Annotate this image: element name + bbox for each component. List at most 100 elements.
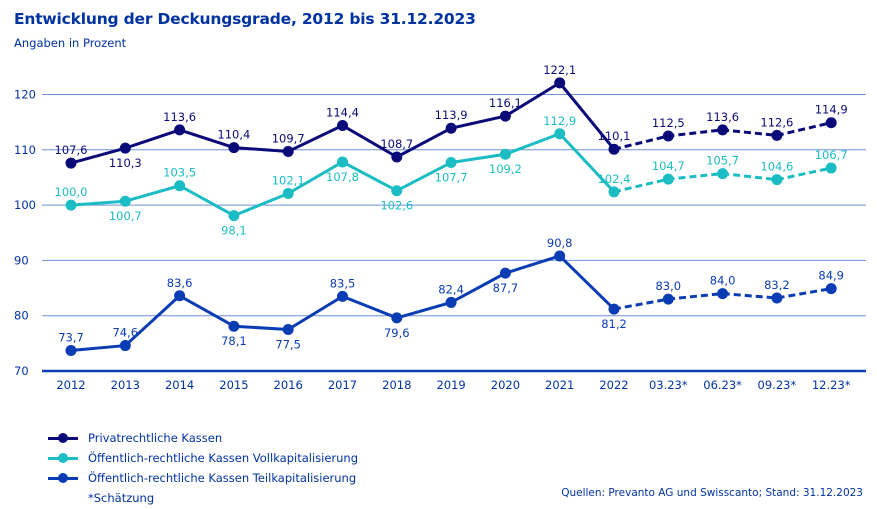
data-point: [337, 290, 348, 302]
data-point: [717, 124, 729, 136]
data-label: 90,8: [547, 236, 573, 250]
data-point: [337, 156, 348, 168]
x-tick-label: 2021: [545, 378, 574, 392]
x-tick-label: 2017: [328, 378, 357, 392]
data-label: 114,9: [815, 103, 848, 117]
x-tick-label: 2016: [274, 378, 303, 392]
data-label: 87,7: [493, 281, 519, 295]
data-label: 122,1: [543, 63, 576, 77]
data-label: 83,2: [764, 278, 790, 292]
line-chart: 70 80 90 100 110 120 2012 2013 2014 2015 2016 2017…: [14, 63, 866, 392]
data-point: [554, 77, 566, 89]
data-label: 105,7: [706, 154, 739, 168]
data-point: [174, 180, 186, 192]
data-label: 79,6: [384, 326, 410, 340]
x-tick-label: 2014: [165, 378, 194, 392]
data-point: [282, 187, 294, 199]
data-label: 106,7: [815, 148, 848, 162]
gridlines: [42, 94, 866, 373]
data-label: 102,6: [380, 199, 413, 213]
data-label: 113,6: [163, 110, 196, 124]
data-label: 100,7: [109, 209, 142, 223]
data-label: 110,3: [109, 156, 142, 170]
data-point: [228, 210, 240, 222]
data-label: 102,4: [598, 172, 631, 186]
data-point: [717, 288, 729, 300]
y-tick-label: 80: [14, 309, 29, 323]
data-label: 77,5: [275, 338, 301, 352]
data-point: [771, 129, 783, 141]
data-point: [282, 145, 294, 157]
x-tick-label: 2019: [436, 378, 465, 392]
data-label: 107,6: [55, 143, 88, 157]
data-label: 110,4: [217, 128, 250, 142]
data-point: [174, 124, 186, 136]
legend-swatch: [48, 473, 78, 483]
legend: Privatrechtliche Kassen Öffentlich-recht…: [48, 428, 358, 508]
data-point: [608, 303, 620, 315]
data-label: 107,8: [326, 170, 359, 184]
data-point: [499, 267, 511, 279]
data-point: [771, 174, 783, 186]
data-point: [608, 143, 620, 155]
data-point: [391, 185, 403, 197]
data-label: 82,4: [438, 282, 464, 296]
data-point: [825, 117, 837, 129]
data-point: [391, 151, 403, 163]
data-label: 110,1: [598, 129, 631, 143]
data-labels: 107,6 110,3 113,6 110,4 109,7 114,4 108,7 113,9…: [55, 63, 848, 352]
data-label: 98,1: [221, 224, 247, 238]
data-point: [825, 162, 837, 174]
data-label: 113,9: [435, 108, 468, 122]
data-label: 100,0: [55, 185, 88, 199]
series-line-estimate-2: [613, 287, 832, 311]
data-point: [662, 293, 674, 305]
x-tick-label: 06.23*: [703, 378, 742, 392]
data-label: 81,2: [601, 317, 627, 331]
x-tick-label: 2022: [599, 378, 628, 392]
legend-label: Privatrechtliche Kassen: [88, 431, 223, 445]
data-label: 112,5: [652, 116, 685, 130]
data-point: [608, 186, 620, 198]
y-tick-label: 100: [14, 198, 36, 212]
x-axis-ticks: 2012 2013 2014 2015 2016 2017 2018 2019 2020 2021…: [56, 378, 850, 392]
data-point: [282, 324, 294, 336]
estimate-note: *Schätzung: [88, 491, 155, 505]
data-label: 74,6: [112, 326, 138, 340]
chart-subtitle: Angaben in Prozent: [14, 36, 127, 50]
data-point: [391, 312, 403, 324]
data-point: [119, 195, 131, 207]
data-label: 104,6: [760, 160, 793, 174]
x-tick-label: 03.23*: [649, 378, 688, 392]
data-point: [662, 130, 674, 142]
data-point: [771, 292, 783, 304]
data-point: [119, 340, 131, 352]
data-point: [499, 110, 511, 122]
y-axis-ticks: 70 80 90 100 110 120: [14, 88, 36, 379]
data-label: 83,6: [167, 276, 193, 290]
legend-swatch: [48, 453, 78, 463]
data-label: 102,1: [272, 173, 305, 187]
data-point: [228, 142, 240, 154]
chart-title: Entwicklung der Deckungsgrade, 2012 bis …: [14, 10, 476, 28]
data-point: [445, 122, 457, 134]
y-tick-label: 110: [14, 143, 36, 157]
data-point: [499, 148, 511, 160]
data-label: 109,7: [272, 131, 305, 145]
data-point: [554, 128, 566, 140]
series-line-2: [70, 254, 616, 353]
data-point: [554, 250, 566, 262]
data-point: [119, 142, 131, 154]
data-point: [65, 199, 77, 211]
data-label: 114,4: [326, 105, 359, 119]
data-label: 112,6: [760, 115, 793, 129]
data-label: 108,7: [380, 137, 413, 151]
data-point: [445, 157, 457, 169]
x-tick-label: 2018: [382, 378, 411, 392]
data-point: [717, 168, 729, 180]
data-point: [228, 320, 240, 332]
data-label: 78,1: [221, 334, 247, 348]
data-label: 112,9: [543, 114, 576, 128]
data-label: 84,0: [710, 274, 736, 288]
legend-label: Öffentlich-rechtliche Kassen Teilkapital…: [88, 471, 357, 485]
